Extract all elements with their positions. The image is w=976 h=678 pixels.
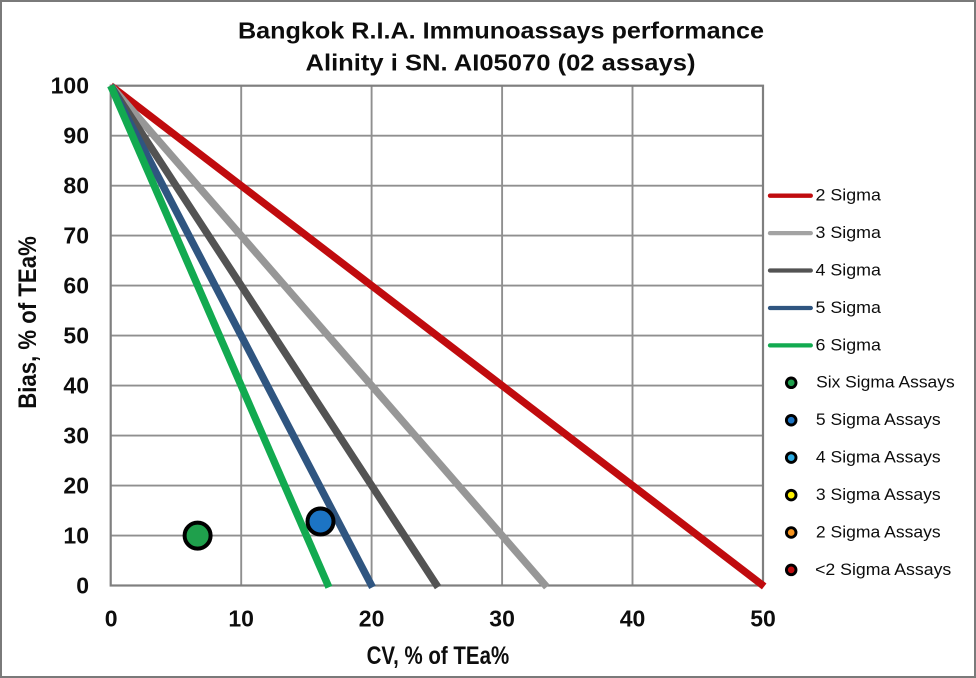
svg-text:Alinity i SN. AI05070 (02 assa: Alinity i SN. AI05070 (02 assays) (306, 50, 696, 76)
svg-text:3 Sigma Assays: 3 Sigma Assays (816, 486, 941, 504)
svg-text:5 Sigma: 5 Sigma (816, 299, 882, 317)
svg-text:60: 60 (63, 273, 89, 299)
svg-text:0: 0 (105, 605, 118, 631)
svg-text:20: 20 (359, 605, 385, 631)
svg-text:CV, % of TEa%: CV, % of TEa% (367, 642, 510, 670)
svg-text:4 Sigma: 4 Sigma (816, 261, 882, 279)
svg-text:80: 80 (63, 173, 89, 199)
svg-text:10: 10 (63, 523, 89, 549)
svg-text:Bangkok R.I.A. Immunoassays pe: Bangkok R.I.A. Immunoassays performance (238, 18, 764, 44)
svg-text:3 Sigma: 3 Sigma (816, 224, 882, 242)
svg-text:5 Sigma Assays: 5 Sigma Assays (816, 411, 941, 429)
svg-text:100: 100 (51, 73, 89, 99)
svg-text:30: 30 (489, 605, 515, 631)
svg-text:50: 50 (750, 605, 776, 631)
svg-text:20: 20 (63, 473, 89, 499)
svg-text:<2 Sigma Assays: <2 Sigma Assays (815, 561, 951, 579)
svg-text:50: 50 (63, 323, 89, 349)
svg-text:90: 90 (63, 123, 89, 149)
svg-text:10: 10 (228, 605, 254, 631)
svg-text:2 Sigma: 2 Sigma (816, 187, 882, 205)
svg-text:30: 30 (63, 423, 89, 449)
svg-text:2 Sigma Assays: 2 Sigma Assays (816, 523, 941, 541)
svg-text:Bias, % of TEa%: Bias, % of TEa% (14, 236, 42, 409)
svg-text:Six Sigma Assays: Six Sigma Assays (816, 374, 955, 392)
svg-text:6 Sigma: 6 Sigma (816, 336, 882, 354)
svg-text:70: 70 (63, 223, 89, 249)
svg-text:4 Sigma Assays: 4 Sigma Assays (816, 449, 941, 467)
svg-text:0: 0 (76, 573, 89, 599)
svg-text:40: 40 (63, 373, 89, 399)
svg-text:40: 40 (620, 605, 646, 631)
